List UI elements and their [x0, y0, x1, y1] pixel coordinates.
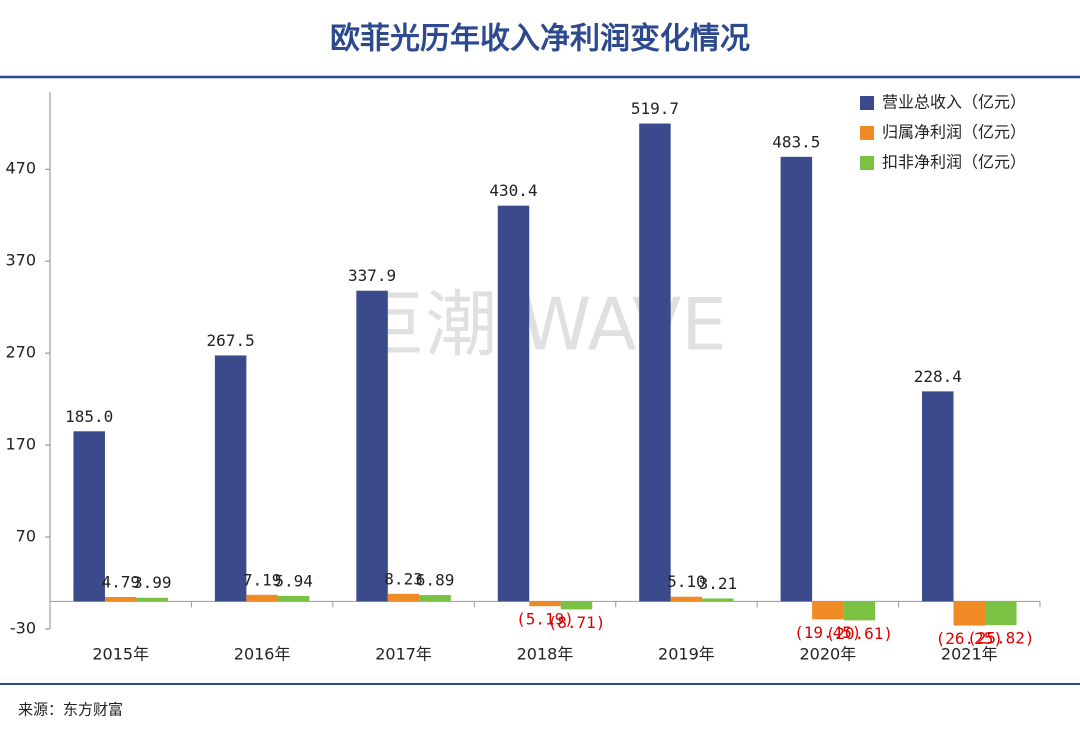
- value-label: 7.19: [243, 570, 282, 589]
- bar: [214, 355, 247, 602]
- bar: [104, 597, 137, 602]
- bar: [985, 601, 1017, 626]
- x-tick-label: 2020年: [799, 645, 856, 664]
- bar: [136, 597, 168, 602]
- y-tick-label: 270: [5, 343, 36, 362]
- value-label: 5.94: [274, 571, 313, 590]
- x-tick-label: 2017年: [375, 645, 432, 664]
- bar: [780, 156, 813, 602]
- legend-label: 归属净利润（亿元）: [882, 123, 1026, 142]
- value-label: 3.99: [133, 573, 172, 592]
- legend-swatch: [860, 126, 874, 140]
- y-tick-label: 70: [16, 527, 36, 546]
- value-label: 337.9: [348, 266, 396, 285]
- legend-label: 扣非净利润（亿元）: [882, 153, 1026, 172]
- value-label: (25.82): [967, 629, 1034, 648]
- bar: [497, 205, 530, 602]
- value-label: (20.61): [826, 624, 893, 643]
- bar: [419, 595, 451, 602]
- y-tick-label: 170: [5, 435, 36, 454]
- bar: [922, 391, 954, 602]
- x-tick-label: 2015年: [92, 645, 149, 664]
- value-label: 6.89: [416, 571, 455, 590]
- bar: [246, 594, 278, 602]
- y-tick-label: 370: [5, 251, 36, 270]
- x-tick-label: 2019年: [658, 645, 715, 664]
- value-label: 267.5: [207, 331, 255, 350]
- x-tick-label: 2018年: [517, 645, 574, 664]
- value-label: (8.71): [548, 613, 606, 632]
- bar: [670, 596, 703, 602]
- bar: [702, 598, 734, 602]
- chart-title: 欧菲光历年收入净利润变化情况: [330, 22, 750, 57]
- bar: [529, 601, 561, 607]
- value-label: 483.5: [772, 132, 820, 151]
- source: 来源：东方财富: [18, 701, 123, 719]
- value-label: 4.79: [101, 573, 140, 592]
- watermark: 巨潮 WAVE: [353, 283, 727, 367]
- y-tick-label: -30: [10, 619, 36, 638]
- bar: [387, 593, 420, 602]
- bar: [953, 601, 986, 626]
- value-label: (26.25): [936, 629, 1003, 648]
- value-label: 185.0: [65, 407, 113, 426]
- value-label: 5.10: [667, 572, 706, 591]
- bar: [812, 601, 844, 620]
- legend-swatch: [860, 96, 874, 110]
- y-tick-label: 470: [5, 159, 36, 178]
- value-label: 519.7: [631, 99, 679, 118]
- value-label: 430.4: [489, 181, 537, 200]
- value-label: 8.23: [384, 569, 423, 588]
- legend-swatch: [860, 156, 874, 170]
- x-tick-label: 2021年: [941, 645, 998, 664]
- legend-label: 营业总收入（亿元）: [882, 93, 1026, 112]
- x-tick-label: 2016年: [234, 645, 291, 664]
- bar: [73, 431, 105, 602]
- bar: [277, 595, 310, 602]
- bar: [356, 290, 388, 602]
- bar: [560, 601, 593, 610]
- value-label: (5.19): [516, 610, 574, 629]
- value-label: 228.4: [914, 367, 962, 386]
- bar: [843, 601, 876, 621]
- value-label: 3.21: [699, 574, 738, 593]
- bar: [639, 123, 671, 602]
- value-label: (19.45): [794, 623, 861, 642]
